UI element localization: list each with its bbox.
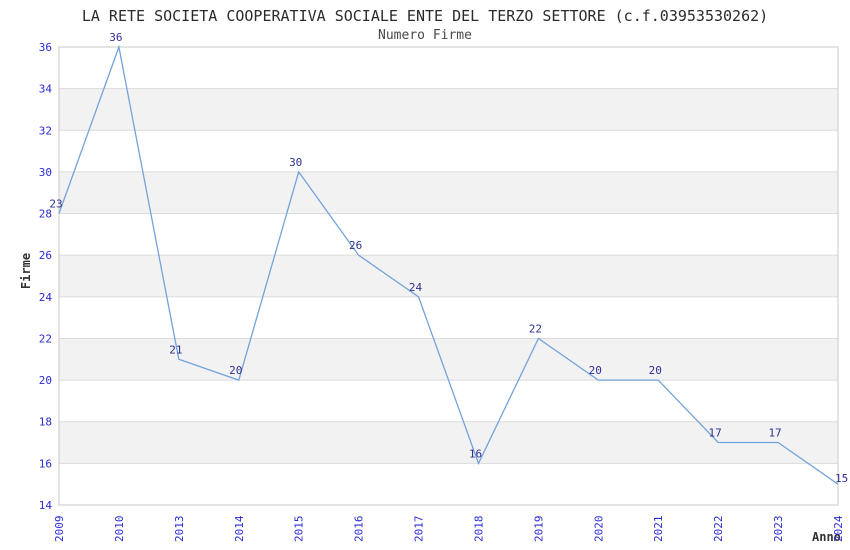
x-tick-label: 2019 (532, 516, 545, 543)
x-tick-label: 2009 (53, 516, 66, 543)
band-row (59, 88, 838, 131)
point-label: 30 (289, 156, 302, 169)
x-tick-label: 2010 (113, 516, 126, 543)
point-label: 17 (709, 427, 722, 440)
y-tick-label: 16 (39, 457, 52, 470)
x-axis-title: Anno (812, 530, 841, 544)
x-tick-label: 2023 (772, 516, 785, 543)
point-label: 23 (49, 198, 62, 211)
x-tick-label: 2020 (592, 516, 605, 543)
x-tick-label: 2024 (832, 515, 845, 542)
y-tick-label: 36 (39, 41, 52, 54)
band-row (59, 255, 838, 297)
y-tick-label: 18 (39, 416, 52, 429)
band-row (59, 421, 838, 464)
band-row (59, 338, 838, 381)
y-tick-label: 14 (39, 499, 53, 512)
x-tick-label: 2016 (353, 516, 366, 543)
point-label: 21 (169, 343, 182, 356)
y-tick-label: 30 (39, 166, 52, 179)
y-tick-label: 34 (39, 83, 53, 96)
point-label: 36 (109, 31, 122, 44)
point-label: 15 (835, 472, 848, 485)
point-label: 20 (229, 364, 242, 377)
y-tick-label: 20 (39, 374, 52, 387)
x-tick-label: 2022 (712, 516, 725, 543)
y-tick-label: 24 (39, 291, 53, 304)
chart-subtitle: Numero Firme (378, 28, 472, 43)
band-row (59, 171, 838, 214)
point-label: 20 (589, 364, 602, 377)
point-label: 24 (409, 281, 423, 294)
x-tick-label: 2017 (413, 516, 426, 543)
y-tick-label: 32 (39, 124, 52, 137)
point-label: 16 (469, 447, 482, 460)
data-line (58, 44, 839, 485)
x-tick-label: 2013 (173, 516, 186, 543)
y-tick-label: 28 (39, 208, 52, 221)
point-label: 17 (768, 427, 781, 440)
y-tick-label: 22 (39, 332, 52, 345)
plot-border (58, 46, 839, 506)
chart-title: LA RETE SOCIETA COOPERATIVA SOCIALE ENTE… (81, 7, 769, 25)
point-label: 22 (529, 322, 542, 335)
x-tick-label: 2015 (293, 516, 306, 543)
x-tick-label: 2014 (233, 515, 246, 542)
point-label: 20 (649, 364, 662, 377)
point-label: 26 (349, 239, 362, 252)
x-tick-label: 2021 (652, 516, 665, 543)
y-tick-label: 26 (39, 249, 52, 262)
x-tick-label: 2018 (472, 516, 485, 543)
